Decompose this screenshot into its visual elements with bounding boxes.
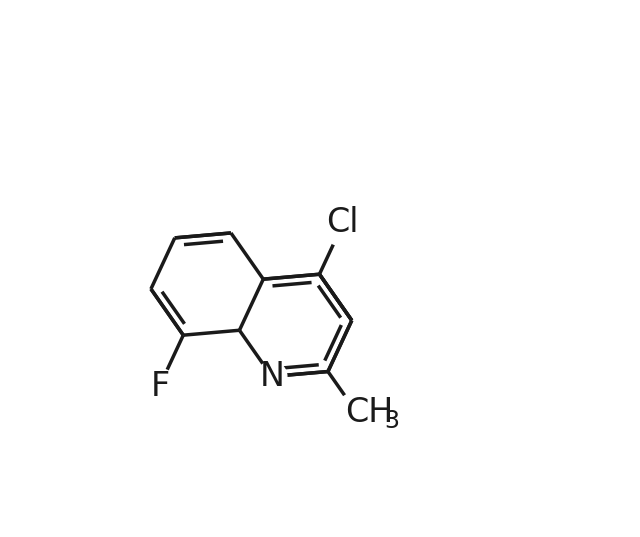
Text: CH: CH [346, 396, 394, 429]
Circle shape [257, 361, 287, 391]
Text: 3: 3 [385, 409, 399, 433]
Text: F: F [151, 370, 170, 403]
Circle shape [322, 205, 362, 246]
Text: N: N [259, 360, 284, 393]
Circle shape [145, 369, 175, 399]
Circle shape [335, 391, 383, 440]
Text: Cl: Cl [326, 206, 358, 240]
